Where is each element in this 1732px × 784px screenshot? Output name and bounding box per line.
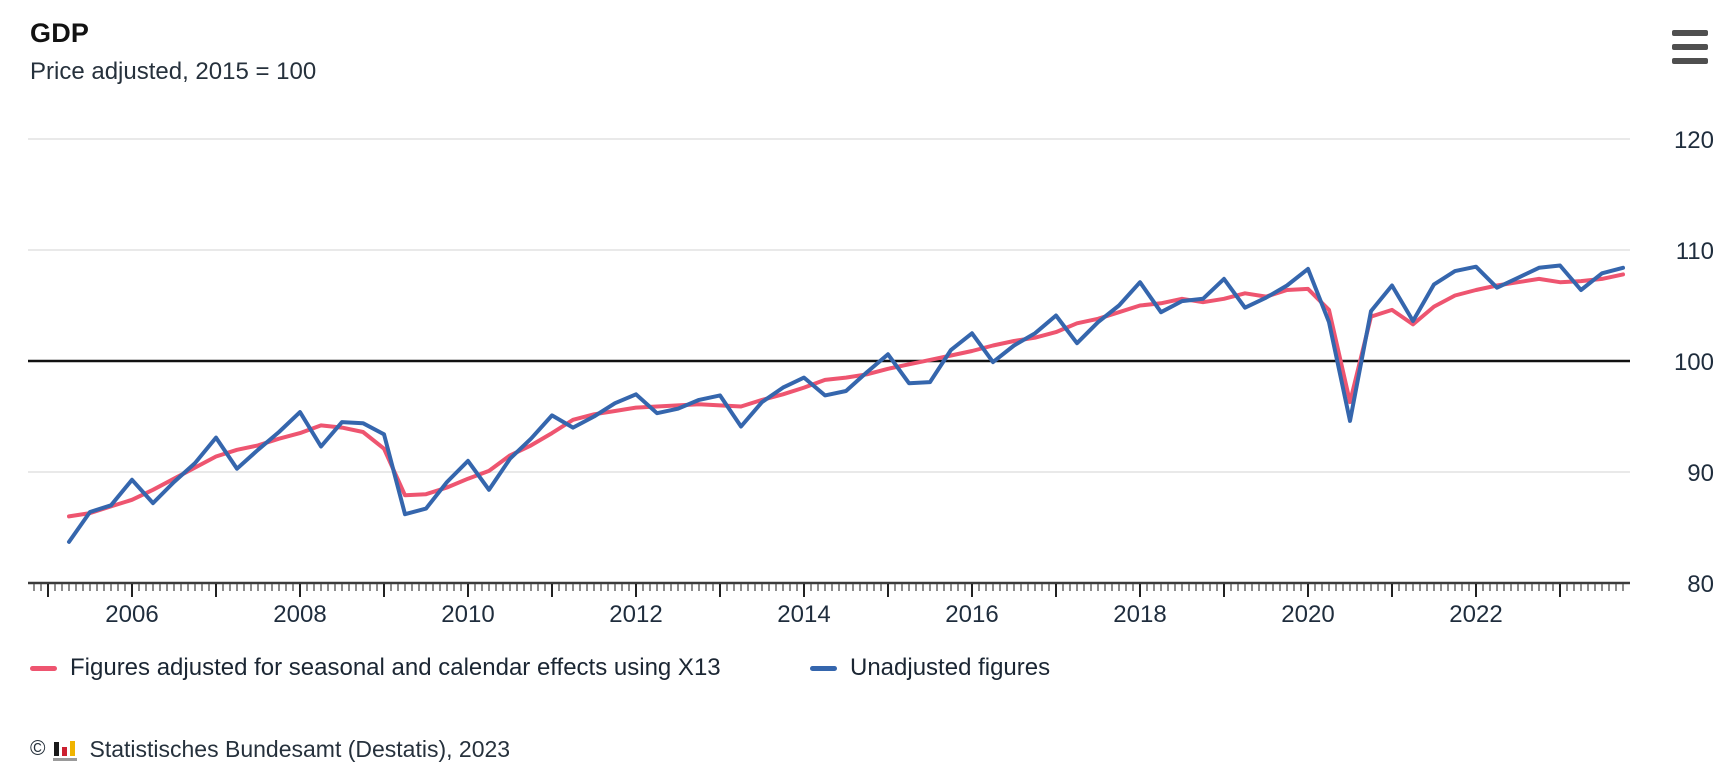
svg-text:120: 120 [1674, 127, 1714, 154]
destatis-logo-icon [53, 737, 79, 761]
unadjusted-series-dash-icon [810, 665, 837, 671]
copyright-symbol: © [30, 737, 46, 760]
svg-text:2006: 2006 [105, 601, 158, 628]
adjusted-series-dash-icon [30, 665, 57, 671]
svg-text:80: 80 [1687, 571, 1714, 598]
svg-text:2016: 2016 [945, 601, 998, 628]
legend-label-adjusted: Figures adjusted for seasonal and calend… [70, 654, 721, 681]
svg-text:2022: 2022 [1449, 601, 1502, 628]
chart-subtitle: Price adjusted, 2015 = 100 [30, 58, 317, 85]
source-line: © Statistisches Bundesamt (Destatis), 20… [30, 733, 510, 765]
svg-text:2018: 2018 [1113, 601, 1166, 628]
svg-text:2010: 2010 [441, 601, 494, 628]
hamburger-menu-icon [1672, 58, 1708, 64]
hamburger-menu-icon [1672, 44, 1708, 50]
legend-item-unadjusted[interactable]: Unadjusted figures [810, 654, 1050, 682]
chart-legend: Figures adjusted for seasonal and calend… [0, 654, 1732, 688]
source-text: Statistisches Bundesamt (Destatis), 2023 [89, 735, 511, 762]
chart-menu-button[interactable] [1672, 30, 1710, 64]
legend-item-adjusted[interactable]: Figures adjusted for seasonal and calend… [30, 654, 721, 682]
svg-text:2020: 2020 [1281, 601, 1334, 628]
legend-label-unadjusted: Unadjusted figures [850, 654, 1051, 681]
svg-text:90: 90 [1687, 460, 1714, 487]
svg-text:110: 110 [1676, 238, 1714, 265]
hamburger-menu-icon [1672, 30, 1708, 36]
page-title: GDP [30, 18, 90, 48]
svg-text:2012: 2012 [609, 601, 662, 628]
svg-text:100: 100 [1674, 349, 1714, 376]
svg-text:2008: 2008 [273, 601, 326, 628]
svg-text:2014: 2014 [777, 601, 830, 628]
